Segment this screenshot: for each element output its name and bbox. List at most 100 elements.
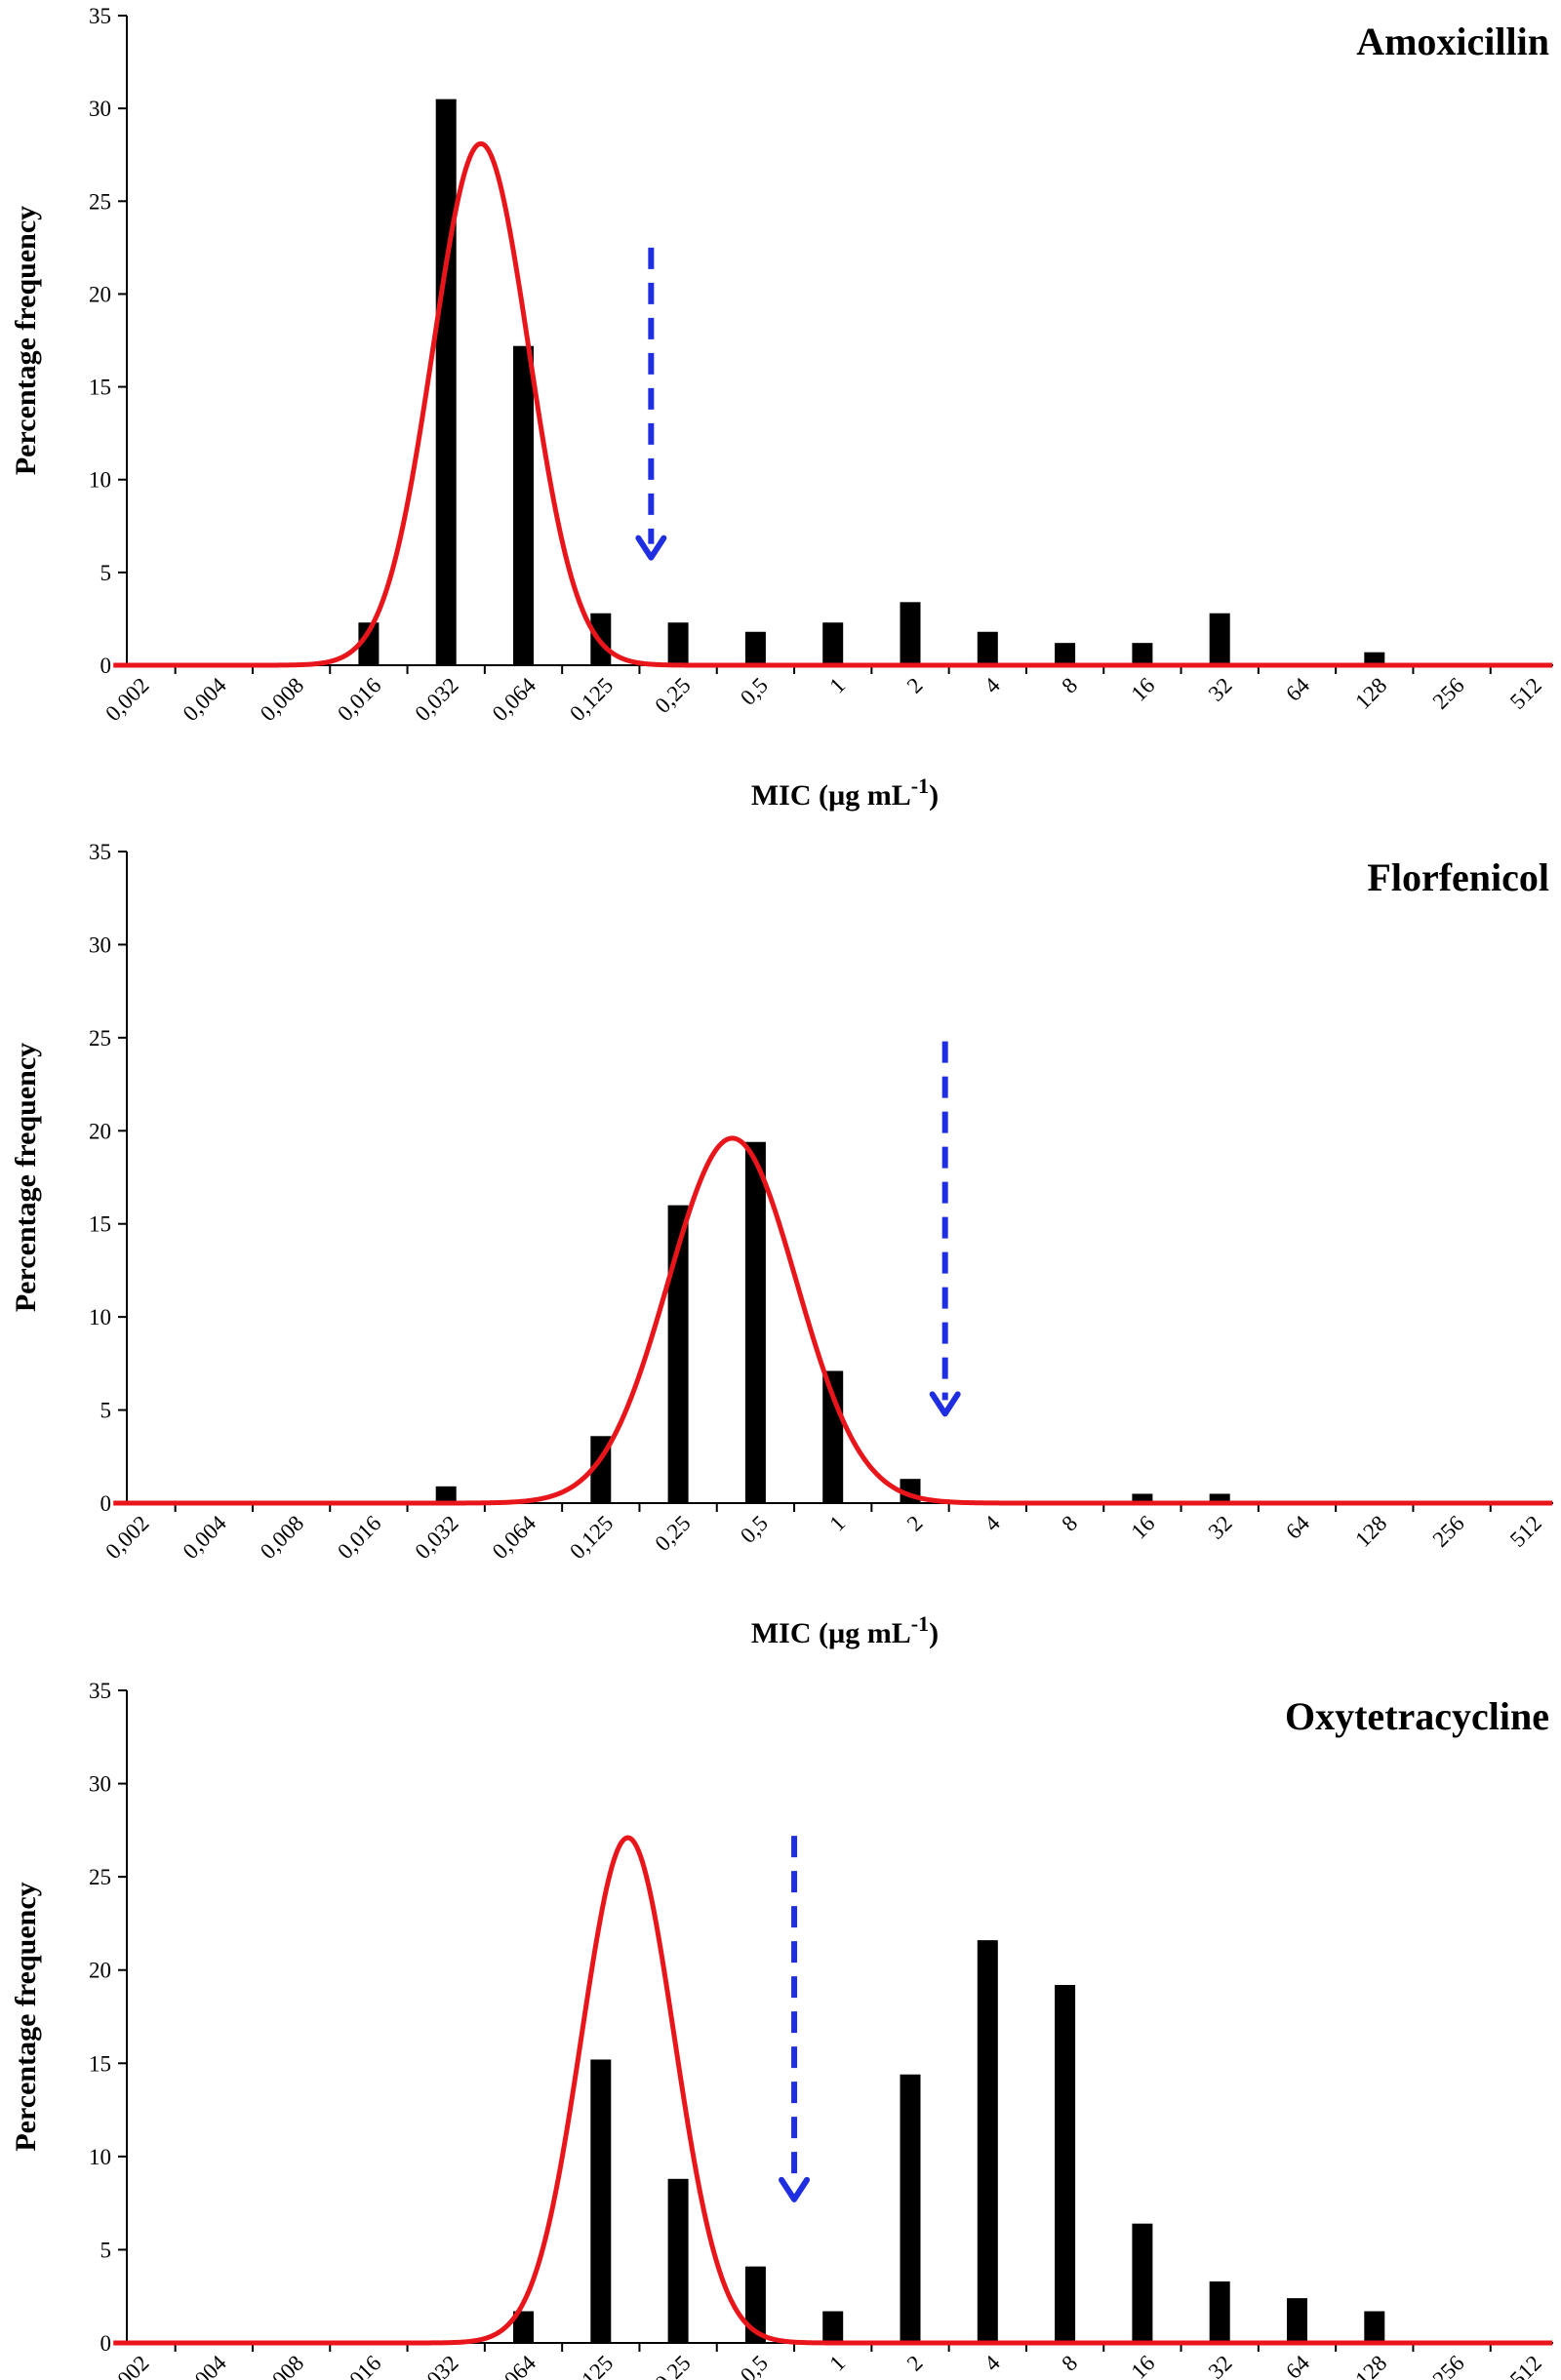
bar-0,125 [590,2059,611,2343]
y-tick-label: 20 [89,282,111,306]
y-tick-label: 0 [100,654,112,678]
x-tick-label: 32 [1204,673,1237,706]
x-tick-label: 16 [1126,2351,1159,2380]
x-axis-title-main: MIC (µg mL [751,1617,911,1649]
y-tick-label: 25 [89,189,111,214]
x-tick-label: 0,25 [650,2351,695,2380]
x-tick-label: 4 [980,1511,1005,1536]
bar-2 [901,2075,921,2343]
x-axis-title-close: ) [929,1617,939,1649]
y-tick-label: 5 [100,561,112,585]
mic-distribution-figure: 051015202530350,002 0,004 0,008 0,016 0,032 0… [0,0,1561,2380]
x-tick-label: 512 [1505,673,1546,714]
y-tick-label: 20 [89,1119,111,1143]
bar-128 [1364,2312,1384,2343]
x-tick-label: 0,125 [565,2351,618,2380]
x-tick-label: 0,016 [333,673,385,726]
x-tick-label: 0,125 [565,1511,618,1564]
x-tick-label: 16 [1126,1511,1159,1544]
x-tick-label: 8 [1057,1511,1082,1536]
bar-0,5 [745,1142,766,1503]
bar-8 [1055,643,1075,665]
chart-panel-amoxicillin: 0 5 10 15 20 25 30 35 0,002 0,004 0,008 0,016 0,032 0… [10,4,1553,812]
x-axis-title-superscript: -1 [911,774,929,798]
x-tick-label: 1 [824,1511,850,1536]
y-tick-label: 5 [100,2238,112,2262]
x-tick-label: 512 [1505,2351,1546,2380]
x-tick-label: 8 [1057,673,1082,698]
x-tick-label: 4 [980,2351,1005,2376]
bar-4 [978,632,998,665]
y-tick-label: 35 [89,4,111,28]
y-tick-label: 25 [89,1865,111,1889]
chart-title: Oxytetracycline [1285,1694,1549,1738]
bar-2 [901,602,921,665]
bar-0,5 [745,632,766,665]
y-tick-label: 10 [89,1305,111,1329]
x-tick-label: 0,004 [179,2351,232,2380]
y-tick-label: 0 [100,2331,112,2356]
x-tick-label: 512 [1505,1511,1546,1552]
x-tick-label: 2 [902,673,928,698]
y-tick-label: 25 [89,1026,111,1051]
x-tick-label: 2 [902,2351,928,2376]
fitted-curve [113,1838,1552,2343]
x-tick-label: 0,008 [256,2351,308,2380]
x-tick-label: 0,5 [736,2351,773,2380]
bar-16 [1132,643,1152,665]
x-tick-label: 0,064 [488,2351,541,2380]
x-tick-label: 256 [1428,2351,1469,2380]
x-tick-label: 64 [1281,1511,1314,1544]
cutoff-arrow-head [781,2180,807,2200]
fitted-curve [113,143,1552,665]
x-tick-label: 256 [1428,1511,1469,1552]
y-tick-label: 30 [89,97,111,121]
x-axis-title-close: ) [929,779,939,812]
x-axis-title-superscript: -1 [911,1611,929,1636]
x-tick-label: 1 [824,673,850,698]
x-tick-label: 8 [1057,2351,1082,2376]
x-tick-label: 0,008 [256,673,308,726]
bar-0,25 [668,2179,689,2343]
chart-panel-florfenicol: 0 5 10 15 20 25 30 35 0,002 0,004 0,008 0,016 0,032 0… [10,840,1553,1649]
y-tick-label: 15 [89,2051,111,2076]
y-axis-title: Percentage frequency [10,206,42,475]
bar-32 [1210,614,1230,665]
bar-0,032 [436,1487,457,1503]
x-tick-label: 0,008 [256,1511,308,1564]
bar-32 [1210,2281,1230,2343]
x-tick-label: 32 [1204,2351,1237,2380]
y-tick-label: 10 [89,468,111,493]
bar-8 [1055,1985,1075,2343]
x-tick-label: 0,032 [410,1511,462,1564]
y-tick-label: 15 [89,376,111,400]
x-axis-title: MIC (µg mL-1) [751,774,939,812]
bar-0,032 [436,99,457,665]
x-tick-label: 0,016 [333,2351,385,2380]
x-tick-label: 0,5 [736,1511,773,1548]
bar-64 [1287,2298,1307,2343]
x-tick-label: 1 [824,2351,850,2376]
y-axis-title: Percentage frequency [10,1882,42,2151]
x-tick-label: 64 [1281,2351,1314,2380]
bar-4 [978,1940,998,2343]
y-tick-label: 30 [89,1772,111,1797]
x-tick-label: 32 [1204,1511,1237,1544]
bar-1 [822,622,843,665]
x-tick-label: 0,25 [650,673,695,718]
x-tick-label: 0,004 [179,673,232,727]
x-axis-title: MIC (µg mL-1) [751,1611,939,1649]
x-tick-label: 2 [902,1511,928,1536]
bar-16 [1132,2224,1152,2343]
y-tick-label: 5 [100,1399,112,1423]
x-tick-label: 0,032 [410,2351,462,2380]
y-tick-label: 35 [89,1679,111,1703]
x-tick-label: 0,002 [100,673,153,726]
x-tick-label: 0,032 [410,673,462,726]
y-tick-label: 15 [89,1212,111,1237]
y-axis-title: Percentage frequency [10,1043,42,1312]
chart-title: Florfenicol [1367,855,1549,899]
x-tick-label: 0,004 [179,1511,232,1565]
x-tick-label: 0,5 [736,673,773,710]
